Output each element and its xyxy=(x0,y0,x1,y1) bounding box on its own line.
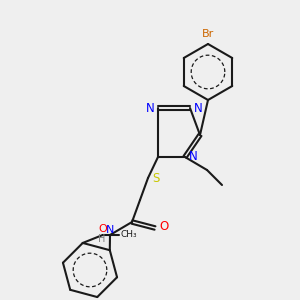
Text: N: N xyxy=(106,225,114,235)
Text: N: N xyxy=(146,101,154,115)
Text: O: O xyxy=(98,224,107,234)
Text: CH₃: CH₃ xyxy=(120,230,137,239)
Text: O: O xyxy=(159,220,169,232)
Text: S: S xyxy=(152,172,160,184)
Text: Br: Br xyxy=(202,29,214,39)
Text: N: N xyxy=(194,101,202,115)
Text: N: N xyxy=(189,151,197,164)
Text: H: H xyxy=(98,234,106,244)
